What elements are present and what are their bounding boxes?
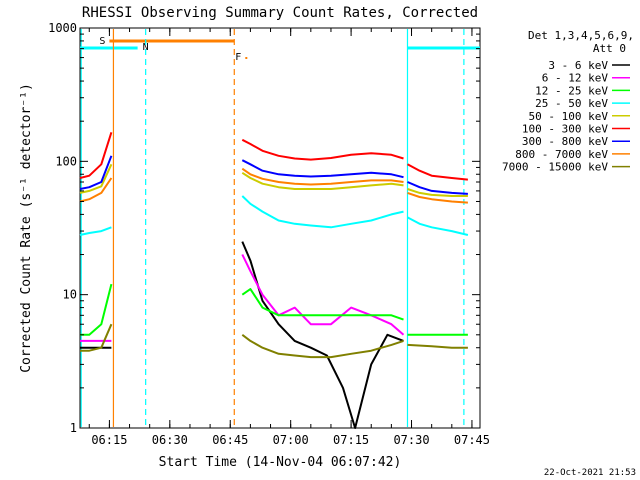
y-tick-label: 1000	[48, 21, 77, 35]
x-tick-label: 07:45	[454, 433, 490, 447]
series-line-7000-15000-kev	[80, 323, 113, 352]
y-tick-label: 1	[70, 421, 77, 435]
y-axis-label: Corrected Count Rate (s⁻¹ detector⁻¹)	[19, 83, 34, 373]
x-tick-label: 07:30	[393, 433, 429, 447]
legend-label: 12 - 25 keV	[535, 84, 608, 97]
legend-label: 50 - 100 keV	[529, 110, 609, 123]
series-line-6-12-kev	[241, 254, 405, 336]
legend-label: 6 - 12 keV	[542, 72, 609, 85]
saa-flag-label: S	[99, 36, 105, 47]
flare-flag-label: F	[235, 52, 241, 63]
series-line-25-50-kev	[241, 195, 404, 229]
y-tick-label: 100	[55, 154, 77, 168]
x-axis: 06:15 06:30 06:45 07:00 07:15 07:30 07:45	[88, 28, 490, 447]
series-line-300-800-kev	[241, 159, 404, 179]
series-line-12-25-kev	[80, 283, 113, 336]
chart-title: RHESSI Observing Summary Count Rates, Co…	[82, 5, 478, 21]
legend-label: 7000 - 15000 keV	[502, 161, 608, 174]
y-tick-label: 10	[63, 288, 77, 302]
x-tick-label: 07:00	[273, 433, 309, 447]
series-line-800-7000-kev	[407, 191, 468, 204]
series-line-25-50-kev	[407, 216, 469, 236]
x-tick-label: 06:15	[91, 433, 127, 447]
series-line-800-7000-kev	[241, 167, 404, 186]
series-line-25-50-kev	[79, 226, 112, 236]
series-line-300-800-kev	[79, 155, 113, 190]
legend-label: 25 - 50 keV	[535, 97, 608, 110]
x-tick-label: 06:45	[212, 433, 248, 447]
series-line-100-300-kev	[79, 131, 113, 179]
series-line-7000-15000-kev	[241, 334, 404, 359]
series-line-7000-15000-kev	[407, 343, 468, 349]
series-line-12-25-kev	[241, 288, 404, 321]
y-axis: 1 10 100 1000	[48, 21, 480, 435]
legend-header-2: Att 0	[593, 42, 626, 55]
series-line-50-100-kev	[241, 171, 404, 190]
series-line-300-800-kev	[407, 181, 468, 195]
legend-label: 800 - 7000 keV	[515, 148, 608, 161]
series-line-800-7000-kev	[79, 177, 113, 203]
legend-label: 3 - 6 keV	[548, 59, 608, 72]
series-line-100-300-kev	[407, 163, 468, 181]
night-flag-label: N	[143, 42, 149, 53]
series-line-50-100-kev	[407, 188, 468, 197]
legend-label: 100 - 300 keV	[522, 123, 608, 136]
legend-label: 300 - 800 keV	[522, 135, 608, 148]
x-tick-label: 06:30	[152, 433, 188, 447]
legend-header-1: Det 1,3,4,5,6,9,	[528, 29, 634, 42]
flare-flag-dot	[245, 57, 248, 59]
series-line-50-100-kev	[79, 163, 113, 194]
plot-area: S N F	[79, 27, 481, 429]
time-markers	[80, 29, 465, 427]
series-line-100-300-kev	[241, 138, 404, 161]
x-axis-label: Start Time (14-Nov-04 06:07:42)	[159, 455, 402, 470]
x-tick-label: 07:15	[333, 433, 369, 447]
footer-date: 22-Oct-2021 21:53	[544, 468, 636, 478]
flag-bars: S N F	[80, 36, 480, 63]
series-lines	[79, 131, 469, 429]
plot-frame	[79, 27, 481, 429]
series-line-3-6-kev	[241, 241, 404, 429]
